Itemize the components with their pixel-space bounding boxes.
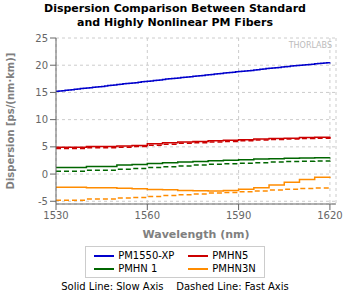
svg-text:Dispersion [ps/(nm·km)]: Dispersion [ps/(nm·km)] — [8, 53, 16, 190]
html-text:PMHN 1: PMHN 1 — [118, 263, 158, 274]
html-text:PM1550-XP: PM1550-XP — [118, 250, 175, 261]
svg-text:-5: -5 — [38, 196, 48, 207]
svg-text:25: 25 — [35, 33, 48, 44]
svg-text:1530: 1530 — [43, 210, 68, 221]
svg-text:Wavelength (nm): Wavelength (nm) — [143, 228, 250, 241]
svg-text:10: 10 — [35, 114, 48, 125]
html-text:PMHN5: PMHN5 — [212, 250, 249, 261]
svg-text:20: 20 — [35, 60, 48, 71]
svg-text:1620: 1620 — [317, 210, 342, 221]
svg-text:0: 0 — [42, 169, 48, 180]
html-text:Solid Line: Slow Axis Dashed L: Solid Line: Slow Axis Dashed Line: Fast … — [61, 281, 289, 292]
svg-text:1560: 1560 — [135, 210, 160, 221]
html-text:THORLABS: THORLABS — [288, 41, 332, 50]
svg-text:15: 15 — [35, 87, 48, 98]
svg-text:5: 5 — [42, 141, 48, 152]
html-text:Dispersion Comparison Between: Dispersion Comparison Between Standard a… — [44, 2, 306, 29]
html-text:PMHN3N: PMHN3N — [212, 263, 256, 274]
svg-text:1590: 1590 — [226, 210, 251, 221]
